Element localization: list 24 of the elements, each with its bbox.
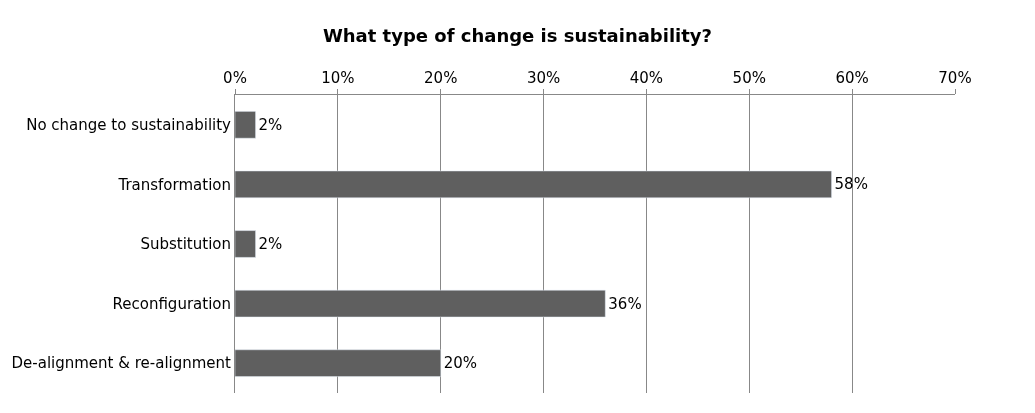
bar [235,349,441,377]
y-tick-label: Substitution [140,235,231,254]
x-tick-label: 30% [526,69,561,87]
y-tick-label: No change to sustainability [26,116,232,135]
y-tick-label: De-alignment & re-alignment [11,354,232,373]
x-tick-label: 10% [321,69,355,87]
data-label: 58% [834,175,868,194]
x-tick-label: 60% [835,69,869,87]
x-tick-label: 0% [223,69,247,87]
bar [235,170,832,199]
y-tick-label: Reconfiguration [112,294,231,313]
data-label: 2% [258,115,283,134]
x-tick-label: 20% [424,69,458,87]
bar [235,289,606,318]
bar [235,111,256,139]
x-tick-label: 40% [629,69,664,87]
x-tick-label: 50% [732,69,766,87]
chart-title: What type of change is sustainability? [322,24,713,46]
y-tick-label: Transformation [117,175,231,194]
x-tick-label: 70% [938,69,972,87]
data-label: 36% [608,294,642,313]
bar [235,230,256,258]
data-label: 2% [258,235,283,253]
data-label: 20% [443,354,478,373]
